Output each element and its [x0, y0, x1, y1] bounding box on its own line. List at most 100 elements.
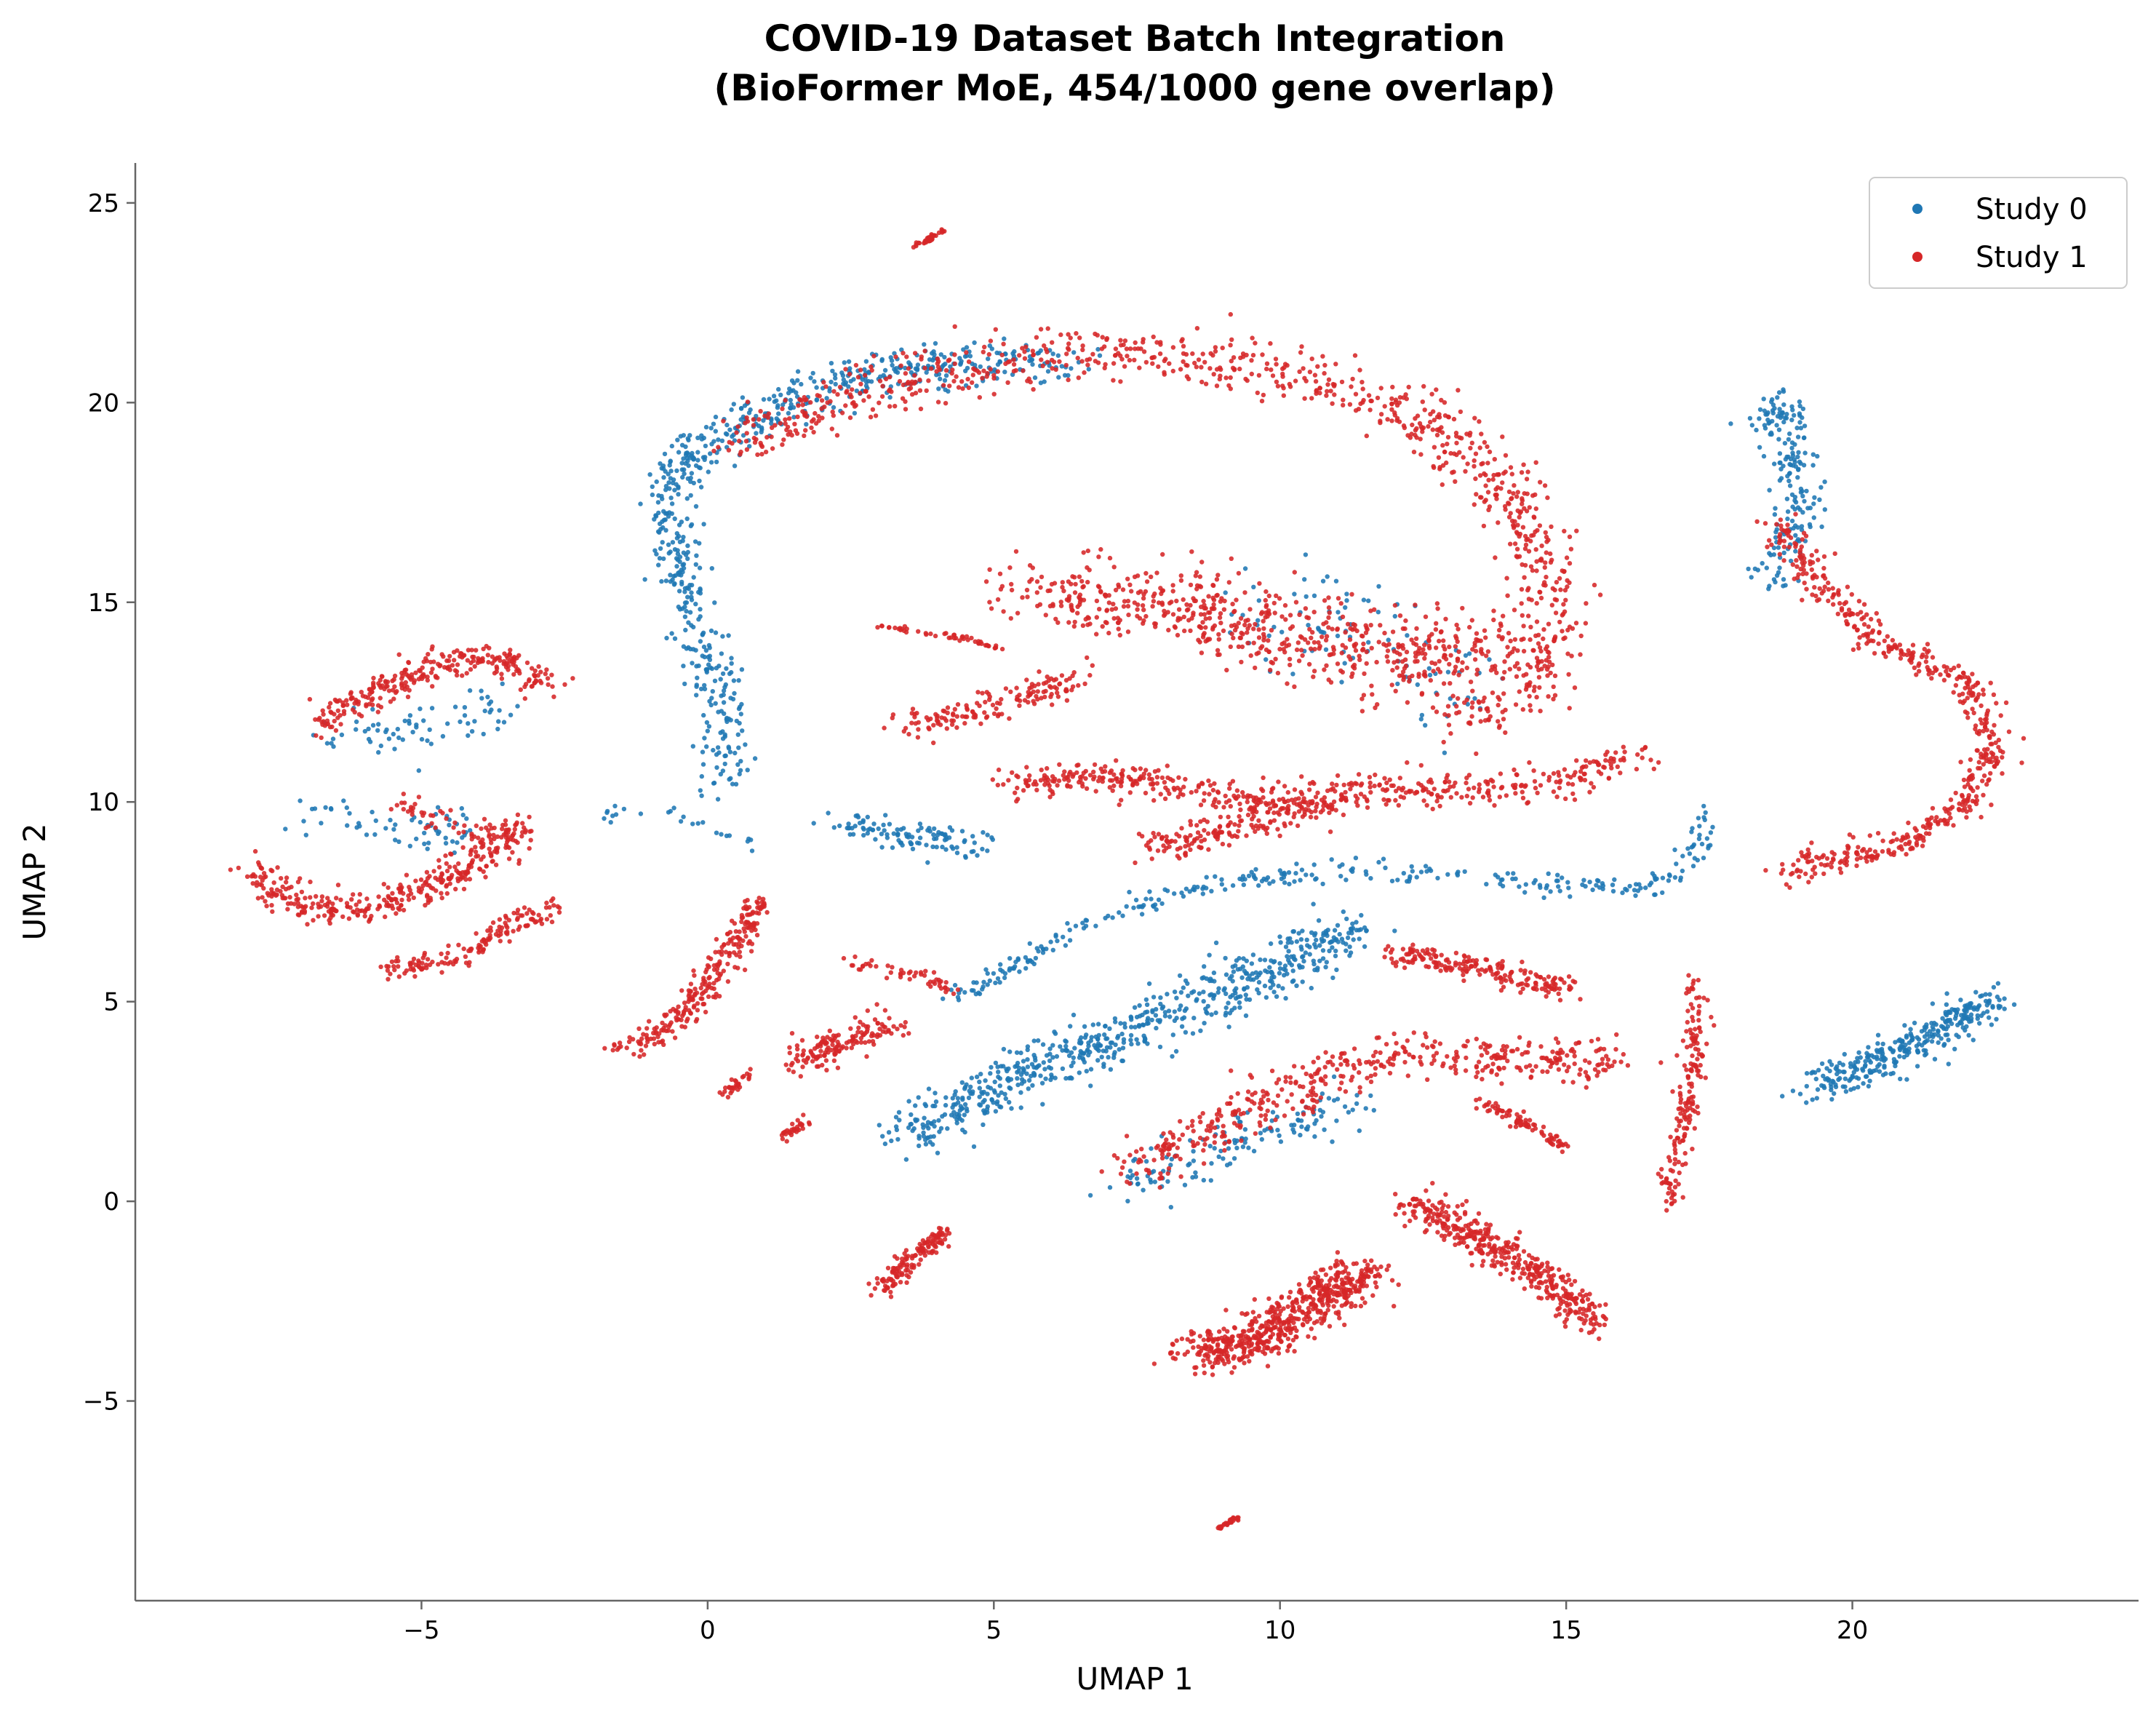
data-point	[1093, 923, 1098, 928]
cluster-1-0	[711, 311, 1603, 757]
data-point	[1193, 1170, 1198, 1175]
data-point	[1286, 957, 1291, 963]
data-point	[1966, 1032, 1971, 1038]
data-point	[1778, 466, 1784, 471]
data-point	[1319, 939, 1325, 944]
data-point	[780, 442, 785, 447]
data-point	[1261, 626, 1266, 632]
data-point	[1143, 570, 1149, 576]
data-point	[1851, 1063, 1856, 1068]
data-point	[663, 517, 668, 522]
data-point	[837, 384, 843, 390]
data-point	[1415, 682, 1421, 688]
data-point	[1068, 1024, 1073, 1029]
data-point	[1071, 350, 1077, 355]
data-point	[1320, 948, 1326, 953]
data-point	[1002, 1091, 1007, 1097]
data-point	[1368, 876, 1373, 881]
data-point	[977, 1094, 982, 1099]
data-point	[1410, 422, 1415, 428]
data-point	[1250, 353, 1256, 358]
data-point	[1455, 872, 1461, 878]
data-point	[1392, 613, 1398, 619]
data-point	[1376, 640, 1381, 645]
data-point	[1013, 790, 1018, 795]
data-point	[702, 736, 707, 741]
data-point	[1360, 696, 1365, 701]
data-point	[1025, 1064, 1031, 1070]
data-point	[1817, 497, 1822, 502]
data-point	[1512, 608, 1517, 613]
data-point	[1315, 965, 1320, 971]
data-point	[909, 835, 915, 840]
data-point	[1755, 568, 1760, 573]
data-point	[1924, 1022, 1929, 1027]
data-point	[1790, 1088, 1796, 1094]
data-point	[1274, 379, 1279, 384]
data-point	[1397, 395, 1403, 400]
data-point	[813, 410, 818, 416]
data-point	[1801, 463, 1807, 468]
data-point	[1804, 1100, 1809, 1105]
data-point	[935, 832, 941, 837]
data-point	[885, 835, 890, 840]
data-point	[1964, 1004, 1969, 1009]
data-point	[989, 1096, 994, 1102]
data-point	[952, 706, 958, 712]
data-point	[962, 1086, 967, 1091]
data-point	[1420, 399, 1426, 405]
data-point	[1234, 834, 1240, 840]
data-point	[422, 830, 427, 836]
data-point	[515, 704, 520, 709]
data-point	[1050, 774, 1055, 779]
data-point	[1314, 805, 1319, 810]
data-point	[1556, 884, 1561, 889]
data-point	[997, 359, 1003, 365]
data-point	[709, 666, 715, 672]
data-point	[1119, 1058, 1125, 1064]
data-point	[1792, 442, 1797, 447]
data-point	[1907, 1040, 1912, 1046]
data-point	[462, 713, 468, 718]
data-point	[978, 364, 983, 370]
data-point	[1298, 1118, 1304, 1123]
data-point	[812, 379, 817, 384]
data-point	[1094, 632, 1099, 637]
data-point	[1428, 419, 1433, 425]
data-point	[1524, 509, 1530, 514]
data-point	[1469, 618, 1475, 623]
data-point	[283, 827, 288, 832]
data-point	[1544, 574, 1549, 580]
data-point	[1442, 653, 1448, 658]
data-point	[1282, 602, 1288, 608]
data-point	[1315, 364, 1320, 369]
data-point	[699, 437, 705, 442]
data-point	[1485, 490, 1491, 495]
data-point	[407, 843, 412, 849]
data-point	[999, 352, 1005, 358]
data-point	[1862, 1064, 1868, 1070]
data-point	[1328, 652, 1334, 657]
data-point	[1113, 1019, 1118, 1024]
data-point	[1354, 628, 1360, 634]
data-point	[1183, 776, 1188, 782]
data-point	[1256, 373, 1262, 378]
data-point	[407, 721, 412, 726]
data-point	[1490, 779, 1496, 784]
data-point	[1292, 592, 1297, 597]
data-point	[985, 832, 990, 837]
data-point	[1500, 480, 1505, 485]
data-point	[721, 700, 727, 705]
data-point	[1526, 549, 1532, 554]
data-point	[1118, 343, 1124, 348]
data-point	[759, 452, 764, 457]
data-point	[789, 378, 795, 383]
data-point	[1320, 1110, 1326, 1115]
data-point	[1995, 981, 2001, 986]
data-point	[1322, 598, 1327, 603]
data-point	[488, 699, 494, 704]
data-point	[983, 967, 989, 972]
data-point	[1022, 698, 1028, 703]
data-point	[740, 728, 745, 733]
data-point	[1330, 945, 1335, 950]
